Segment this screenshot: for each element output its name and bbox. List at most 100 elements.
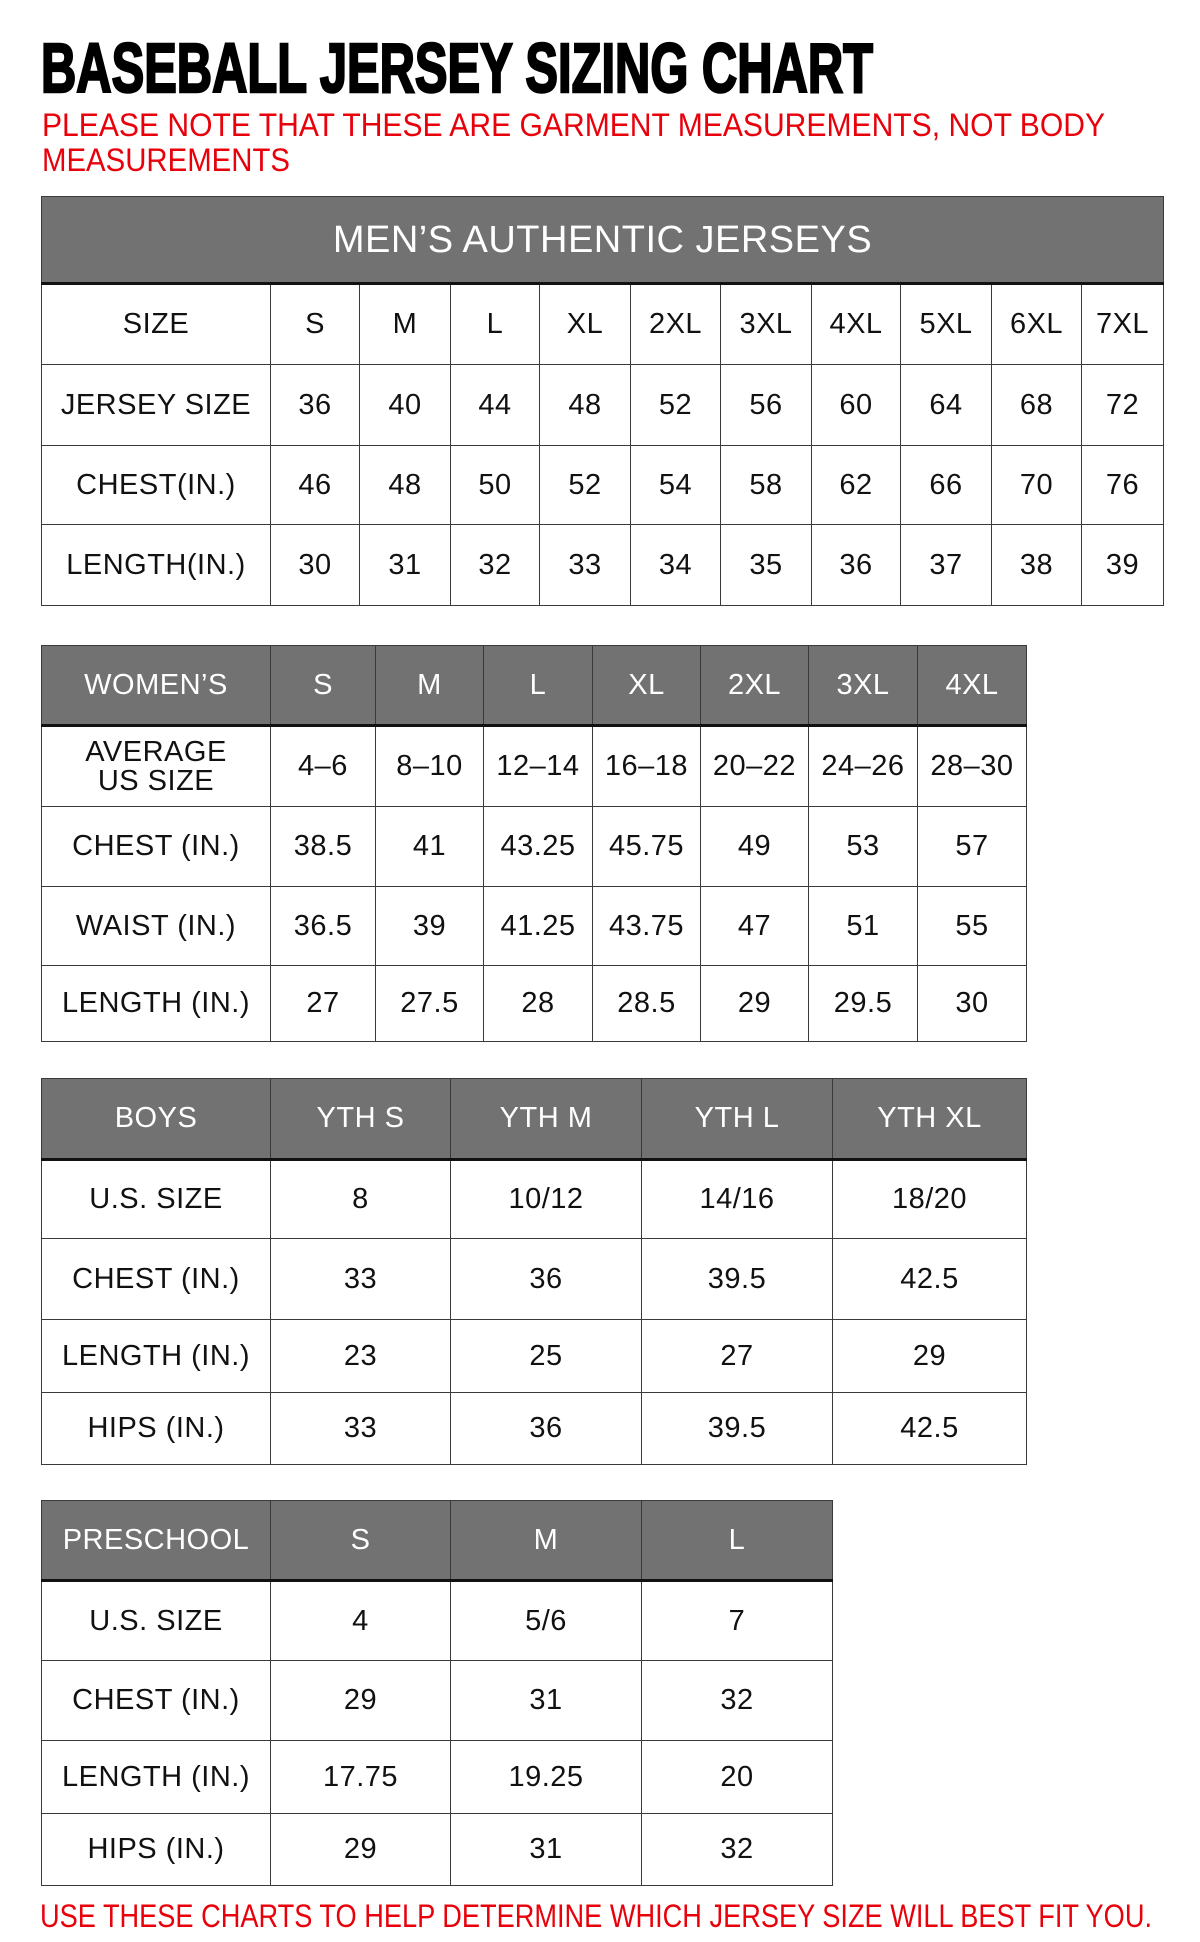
table-cell: 31 (359, 524, 451, 606)
row-label: CHEST(IN.) (41, 445, 271, 525)
table-cell: 27 (270, 965, 376, 1042)
table-cell: 39.5 (641, 1392, 833, 1465)
table-cell: 33 (539, 524, 631, 606)
table-cell: 52 (630, 364, 721, 446)
table-cell: 76 (1081, 445, 1164, 525)
table-cell: 29 (270, 1813, 451, 1886)
table-cell: 7XL (1081, 283, 1164, 365)
table-cell: 72 (1081, 364, 1164, 446)
table-row: CHEST (IN.) 29 31 32 (41, 1660, 833, 1741)
table-cell: 10/12 (450, 1159, 642, 1239)
table-cell: 32 (641, 1660, 833, 1741)
table-cell: 60 (811, 364, 901, 446)
table-cell: 30 (917, 965, 1027, 1042)
table-cell: 36 (450, 1392, 642, 1465)
table-cell: 27 (641, 1319, 833, 1393)
page-title: BASEBALL JERSEY SIZING CHART (40, 30, 875, 100)
table-row: LENGTH(IN.) 30 31 32 33 34 35 36 37 38 39 (41, 524, 1164, 606)
table-cell: 4–6 (270, 725, 376, 807)
fit-note: USE THESE CHARTS TO HELP DETERMINE WHICH… (40, 1898, 1152, 1934)
table-cell: 27.5 (375, 965, 484, 1042)
table-cell: 36 (450, 1238, 642, 1320)
table-cell: 31 (450, 1813, 642, 1886)
row-label: U.S. SIZE (41, 1580, 271, 1661)
table-cell: 36 (270, 364, 360, 446)
table-cell: 38 (991, 524, 1082, 606)
row-label: HIPS (IN.) (41, 1813, 271, 1886)
table-row: LENGTH (IN.) 17.75 19.25 20 (41, 1740, 833, 1814)
table-row: AVERAGE US SIZE 4–6 8–10 12–14 16–18 20–22 24–… (41, 725, 1027, 807)
row-label: LENGTH (IN.) (41, 1319, 271, 1393)
table-cell: 36.5 (270, 886, 376, 966)
table-cell: 20 (641, 1740, 833, 1814)
table-cell: XL (592, 645, 701, 726)
table-cell: 29 (270, 1660, 451, 1741)
table-row: CHEST(IN.) 46 48 50 52 54 58 62 66 70 76 (41, 445, 1164, 525)
table-cell: L (450, 283, 540, 365)
table-cell: 31 (450, 1660, 642, 1741)
table-cell: 18/20 (832, 1159, 1027, 1239)
table-cell: 29.5 (808, 965, 918, 1042)
table-cell: 7 (641, 1580, 833, 1661)
table-cell: 33 (270, 1392, 451, 1465)
table-cell: 24–26 (808, 725, 918, 807)
table-cell: 62 (811, 445, 901, 525)
table-cell: 5/6 (450, 1580, 642, 1661)
table-cell: 14/16 (641, 1159, 833, 1239)
table-cell: 39.5 (641, 1238, 833, 1320)
table-cell: 64 (900, 364, 992, 446)
table-cell: 28–30 (917, 725, 1027, 807)
table-row: WAIST (IN.) 36.5 39 41.25 43.75 47 51 55 (41, 886, 1027, 966)
row-label: PRESCHOOL (41, 1500, 271, 1581)
table-row: U.S. SIZE 4 5/6 7 (41, 1580, 833, 1661)
table-cell: 39 (1081, 524, 1164, 606)
table-row: CHEST (IN.) 38.5 41 43.25 45.75 49 53 57 (41, 806, 1027, 887)
table-cell: 2XL (630, 283, 721, 365)
table-cell: 43.75 (592, 886, 701, 966)
row-label: AVERAGE US SIZE (41, 725, 271, 807)
table-cell: 53 (808, 806, 918, 887)
table-cell: 41 (375, 806, 484, 887)
table-row: LENGTH (IN.) 23 25 27 29 (41, 1319, 1027, 1393)
table-row: LENGTH (IN.) 27 27.5 28 28.5 29 29.5 30 (41, 965, 1027, 1042)
table-cell: 36 (811, 524, 901, 606)
table-cell: 30 (270, 524, 360, 606)
table-cell: YTH M (450, 1078, 642, 1160)
table-cell: 55 (917, 886, 1027, 966)
table-row: HIPS (IN.) 29 31 32 (41, 1813, 833, 1886)
table-cell: 28.5 (592, 965, 701, 1042)
table-cell: M (450, 1500, 642, 1581)
table-cell: 4XL (811, 283, 901, 365)
table-title-row: MEN’S AUTHENTIC JERSEYS (41, 196, 1164, 284)
mens-authentic-table: MEN’S AUTHENTIC JERSEYS SIZE S M L XL 2XL 3XL 4X… (41, 196, 1164, 606)
row-label: LENGTH(IN.) (41, 524, 271, 606)
table-cell: YTH S (270, 1078, 451, 1160)
garment-note-line1: PLEASE NOTE THAT THESE ARE GARMENT MEASU… (42, 107, 1105, 143)
table-cell: 32 (450, 524, 540, 606)
row-label: HIPS (IN.) (41, 1392, 271, 1465)
table-cell: 6XL (991, 283, 1082, 365)
table-cell: 23 (270, 1319, 451, 1393)
table-cell: 48 (359, 445, 451, 525)
table-cell: 34 (630, 524, 721, 606)
garment-note: PLEASE NOTE THAT THESE ARE GARMENT MEASU… (42, 107, 1105, 178)
table-cell: 33 (270, 1238, 451, 1320)
table-cell: 29 (700, 965, 809, 1042)
table-cell: XL (539, 283, 631, 365)
table-cell: 54 (630, 445, 721, 525)
table-cell: 41.25 (483, 886, 593, 966)
table-cell: 50 (450, 445, 540, 525)
table-cell: 57 (917, 806, 1027, 887)
table-cell: 51 (808, 886, 918, 966)
table-cell: 66 (900, 445, 992, 525)
table-cell: 28 (483, 965, 593, 1042)
table-title: MEN’S AUTHENTIC JERSEYS (41, 196, 1164, 284)
table-cell: 4 (270, 1580, 451, 1661)
table-cell: 48 (539, 364, 631, 446)
table-cell: M (375, 645, 484, 726)
table-cell: YTH XL (832, 1078, 1027, 1160)
table-cell: 37 (900, 524, 992, 606)
row-label: JERSEY SIZE (41, 364, 271, 446)
table-cell: 25 (450, 1319, 642, 1393)
table-row: CHEST (IN.) 33 36 39.5 42.5 (41, 1238, 1027, 1320)
